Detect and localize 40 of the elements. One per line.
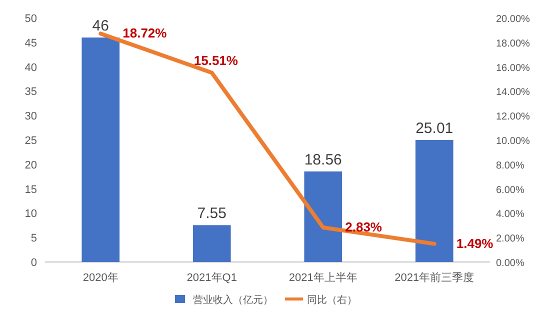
data-label: 18.72% [122, 26, 168, 41]
y-tick-label: 15 [24, 184, 37, 196]
y-tick-label: 25 [24, 135, 37, 147]
x-tick-label: 2021年Q1 [186, 272, 237, 284]
y2-tick-label: 18.00% [496, 38, 530, 50]
y2-tick-label: 4.00% [496, 209, 524, 220]
x-tick-label: 2021年前三季度 [394, 271, 474, 284]
bar [304, 171, 342, 262]
data-label: 7.55 [197, 205, 226, 222]
y-tick-label: 45 [24, 37, 37, 50]
y2-tick-label: 16.00% [496, 62, 530, 74]
bar [192, 225, 231, 262]
data-label: 46 [92, 18, 109, 35]
y2-tick-label: 2.00% [496, 234, 524, 245]
bar [82, 38, 120, 262]
data-label: 15.51% [194, 52, 238, 68]
y-tick-label: 10 [24, 208, 37, 220]
legend-label: 营业收入（亿元） [193, 294, 273, 306]
y2-tick-label: 0.00% [496, 258, 524, 269]
y-tick-label: 40 [24, 62, 37, 74]
legend-label: 同比（右） [307, 294, 357, 306]
y2-tick-label: 14.00% [496, 87, 530, 98]
y-tick-label: 30 [24, 110, 37, 123]
y2-tick-label: 8.00% [496, 160, 524, 172]
data-label: 2.83% [345, 219, 382, 234]
y-tick-label: 20 [24, 159, 37, 172]
data-label: 18.56 [304, 151, 342, 168]
y-tick-label: 50 [24, 13, 37, 25]
data-label: 25.01 [416, 120, 454, 137]
y-tick-label: 35 [24, 86, 37, 98]
x-tick-label: 2020年 [82, 272, 118, 284]
bar [415, 140, 454, 262]
y-tick-label: 0 [30, 257, 37, 269]
x-tick-label: 2021年上半年 [288, 271, 358, 284]
y2-tick-label: 10.00% [496, 136, 530, 147]
y-tick-label: 5 [30, 232, 37, 245]
y2-tick-label: 12.00% [496, 112, 530, 123]
y2-tick-label: 6.00% [496, 184, 524, 196]
data-label: 1.49% [456, 236, 494, 251]
y2-tick-label: 20.00% [496, 14, 530, 25]
